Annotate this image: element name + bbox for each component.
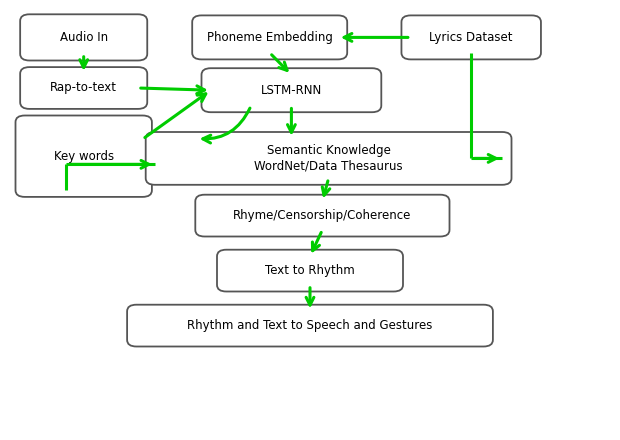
FancyBboxPatch shape [20,14,148,60]
FancyBboxPatch shape [202,68,381,112]
FancyBboxPatch shape [146,132,511,185]
Text: Phoneme Embedding: Phoneme Embedding [206,31,333,44]
Text: Key words: Key words [54,150,113,163]
Text: Lyrics Dataset: Lyrics Dataset [430,31,513,44]
FancyBboxPatch shape [20,67,148,109]
Text: Semantic Knowledge
WordNet/Data Thesaurus: Semantic Knowledge WordNet/Data Thesauru… [254,144,403,172]
Text: Rap-to-text: Rap-to-text [50,81,117,95]
FancyBboxPatch shape [217,250,403,291]
Text: Text to Rhythm: Text to Rhythm [265,264,355,277]
FancyBboxPatch shape [402,15,541,59]
Text: Audio In: Audio In [60,31,108,44]
Text: Rhythm and Text to Speech and Gestures: Rhythm and Text to Speech and Gestures [187,319,433,332]
FancyBboxPatch shape [195,194,450,237]
FancyBboxPatch shape [192,15,347,59]
FancyBboxPatch shape [16,115,152,197]
Text: LSTM-RNN: LSTM-RNN [261,84,322,97]
Text: Rhyme/Censorship/Coherence: Rhyme/Censorship/Coherence [233,209,412,222]
FancyBboxPatch shape [127,304,493,347]
